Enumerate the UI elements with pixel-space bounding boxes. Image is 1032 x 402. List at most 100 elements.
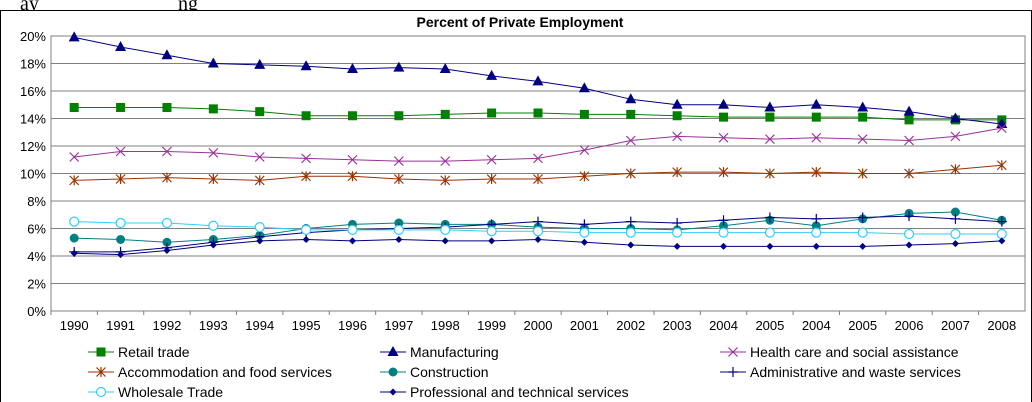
legend-label: Wholesale Trade: [118, 384, 223, 400]
data-point: [719, 221, 729, 231]
data-point: [718, 215, 729, 226]
data-point: [347, 224, 358, 235]
data-point: [811, 112, 821, 122]
x-tick-label: 1992: [152, 318, 181, 333]
legend-marker: [96, 367, 106, 377]
data-point: [69, 103, 79, 112]
data-point: [161, 49, 173, 60]
data-point: [69, 216, 80, 227]
y-tick-label: 18%: [20, 57, 46, 72]
data-point: [301, 153, 312, 164]
data-point: [672, 227, 683, 238]
data-point: [533, 216, 543, 227]
data-point: [811, 167, 822, 178]
data-point: [811, 213, 822, 224]
data-point: [347, 171, 358, 182]
data-point: [625, 227, 636, 238]
data-point: [254, 175, 265, 186]
data-point: [904, 115, 914, 125]
legend-entry: Construction: [380, 364, 489, 380]
x-axis-ticks: 1990 1991 1992 1993 1994 1995 1996 1997 1998 1999…: [50, 311, 1016, 333]
data-point: [672, 218, 683, 228]
legend-marker: [388, 367, 398, 377]
data-point: [347, 154, 358, 165]
data-point: [163, 247, 171, 254]
x-tick-label: 2004: [802, 318, 831, 333]
data-point: [487, 108, 497, 118]
data-point: [718, 98, 730, 109]
x-tick-label: 2001: [570, 318, 599, 333]
data-point: [70, 249, 78, 257]
data-point: [440, 156, 451, 167]
legend-marker: [728, 347, 738, 357]
data-point: [671, 98, 683, 109]
data-point: [672, 111, 682, 121]
legend-label: Accommodation and food services: [118, 364, 332, 380]
data-point: [579, 145, 590, 156]
data-point: [857, 227, 868, 238]
x-tick-label: 1994: [245, 318, 274, 333]
data-point: [300, 60, 312, 71]
chart-frame: [0, 10, 1032, 402]
data-point: [393, 224, 404, 235]
data-point: [532, 226, 544, 237]
data-point: [764, 227, 776, 238]
data-point: [998, 237, 1006, 245]
y-tick-label: 12%: [20, 139, 46, 154]
series-health-care-and-social-assistance: [69, 123, 1007, 167]
data-point: [162, 146, 172, 157]
data-point: [440, 175, 451, 186]
legend-marker: [95, 386, 107, 398]
y-tick-label: 10%: [20, 167, 46, 182]
data-point: [858, 112, 868, 122]
data-point: [766, 242, 774, 250]
legend-entry: Professional and technical services: [380, 384, 629, 400]
x-tick-label: 2002: [616, 318, 645, 333]
x-tick-label: 1995: [292, 318, 321, 333]
legend-marker: [728, 367, 738, 377]
legend: Retail trade Manufacturing Health care and…: [88, 344, 961, 400]
data-point: [395, 236, 403, 243]
data-point: [857, 134, 868, 145]
data-point: [486, 154, 497, 165]
legend-marker: [389, 388, 397, 396]
data-point: [255, 107, 265, 117]
y-tick-label: 4%: [27, 249, 46, 264]
data-point: [115, 174, 126, 184]
data-point: [996, 216, 1007, 227]
legend-label: Manufacturing: [410, 344, 499, 360]
data-point: [116, 103, 126, 112]
y-tick-label: 20%: [20, 29, 46, 44]
data-point: [394, 111, 404, 121]
data-point: [718, 227, 729, 238]
data-point: [950, 164, 961, 175]
data-point: [672, 131, 683, 142]
data-point: [812, 242, 820, 250]
data-point: [254, 58, 266, 69]
x-tick-label: 2004: [709, 318, 738, 333]
data-point: [440, 109, 450, 119]
data-point: [765, 112, 775, 122]
x-tick-label: 2003: [663, 318, 692, 333]
x-tick-label: 1996: [338, 318, 367, 333]
data-point: [208, 174, 219, 184]
data-point: [857, 212, 868, 223]
x-tick-label: 1998: [431, 318, 460, 333]
y-tick-label: 0%: [27, 304, 46, 319]
data-point: [950, 207, 960, 217]
data-point: [256, 237, 264, 245]
data-point: [625, 216, 636, 227]
data-point: [996, 228, 1007, 240]
data-point: [393, 61, 405, 72]
legend-entry: Retail trade: [88, 344, 190, 360]
data-point: [857, 168, 868, 179]
data-point: [115, 217, 126, 229]
x-tick-label: 1990: [60, 318, 89, 333]
data-point: [672, 167, 683, 178]
data-point: [69, 175, 80, 186]
data-point: [626, 109, 636, 119]
legend-entry: Health care and social assistance: [720, 344, 959, 360]
legend-marker: [96, 347, 106, 357]
data-point: [579, 109, 589, 119]
data-point: [115, 146, 126, 157]
